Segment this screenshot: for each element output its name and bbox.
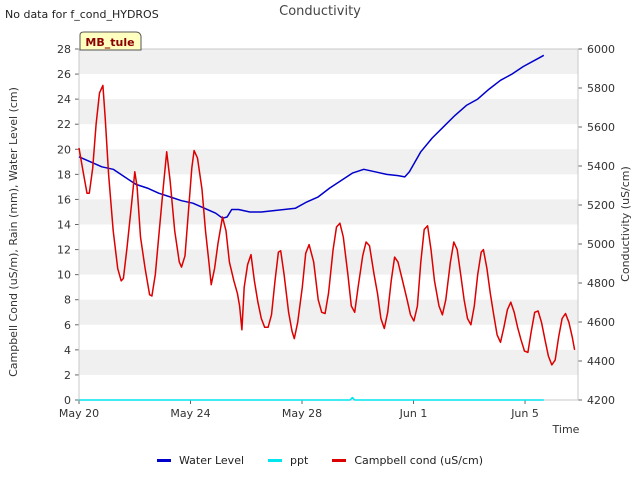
x-tick-label: Jun 1 (399, 407, 428, 420)
legend-item: Campbell cond (uS/cm) (332, 454, 483, 467)
y-right-tick-label: 5800 (587, 82, 615, 95)
y-right-tick-label: 4800 (587, 277, 615, 290)
y-left-tick-label: 8 (64, 294, 71, 307)
y-left-tick-label: 4 (64, 344, 71, 357)
x-tick-label: May 28 (282, 407, 322, 420)
grid-band (79, 299, 578, 325)
y-right-tick-label: 5200 (587, 199, 615, 212)
legend-label: Campbell cond (uS/cm) (354, 454, 484, 467)
x-axis-label: Time (552, 423, 580, 436)
grid-band (79, 149, 578, 175)
chart-title: Conductivity (279, 4, 361, 19)
series-line-campbell-cond-us-cm (78, 84, 576, 366)
series-group (78, 54, 576, 401)
legend-swatch (268, 459, 283, 462)
axis-ticks: 0246810121416182022242628420044004600480… (57, 43, 615, 420)
y-left-tick-label: 28 (57, 43, 71, 56)
y-right-tick-label: 6000 (587, 43, 615, 56)
legend-label: ppt (290, 454, 309, 467)
y-right-tick-label: 5400 (587, 160, 615, 173)
y-left-tick-label: 12 (57, 244, 71, 257)
y-axis-right-label: Conductivity (uS/cm) (619, 166, 632, 282)
no-data-note: No data for f_cond_HYDROS (5, 8, 159, 21)
grid-band (79, 99, 578, 125)
y-right-tick-label: 4200 (587, 394, 615, 407)
y-left-tick-label: 10 (57, 269, 71, 282)
legend-swatch (332, 459, 347, 462)
y-left-tick-label: 24 (57, 93, 71, 106)
grid-band (79, 349, 578, 375)
y-right-tick-label: 5000 (587, 238, 615, 251)
y-left-tick-label: 14 (57, 219, 71, 232)
y-left-tick-label: 22 (57, 118, 71, 131)
legend-label: Water Level (178, 454, 245, 467)
grid-band (79, 249, 578, 275)
x-tick-label: May 20 (59, 407, 99, 420)
legend-item: ppt (268, 454, 308, 467)
y-left-tick-label: 26 (57, 68, 71, 81)
x-tick-label: May 24 (170, 407, 210, 420)
y-left-tick-label: 16 (57, 193, 71, 206)
y-left-tick-label: 0 (64, 394, 71, 407)
site-badge: MB_tule (79, 31, 142, 51)
series-line-water-level (78, 54, 545, 219)
y-axis-left-label: Campbell Cond (uS/m), Rain (mm), Water L… (7, 87, 20, 377)
grid-band (79, 49, 578, 75)
badge-shape (79, 31, 142, 51)
series-line-ppt (79, 396, 544, 401)
y-left-tick-label: 20 (57, 143, 71, 156)
y-left-tick-label: 2 (64, 369, 71, 382)
legend-item: Water Level (156, 454, 245, 467)
legend-swatch (156, 459, 171, 462)
y-left-tick-label: 18 (57, 168, 71, 181)
legend: Water Level ppt Campbell cond (uS/cm) (0, 454, 640, 467)
y-right-tick-label: 4400 (587, 355, 615, 368)
y-right-tick-label: 5600 (587, 121, 615, 134)
grid-band (79, 199, 578, 225)
y-left-tick-label: 6 (64, 319, 71, 332)
background-bands (79, 49, 578, 375)
x-tick-label: Jun 5 (510, 407, 539, 420)
badge-label: MB_tule (85, 36, 134, 49)
y-right-tick-label: 4600 (587, 316, 615, 329)
